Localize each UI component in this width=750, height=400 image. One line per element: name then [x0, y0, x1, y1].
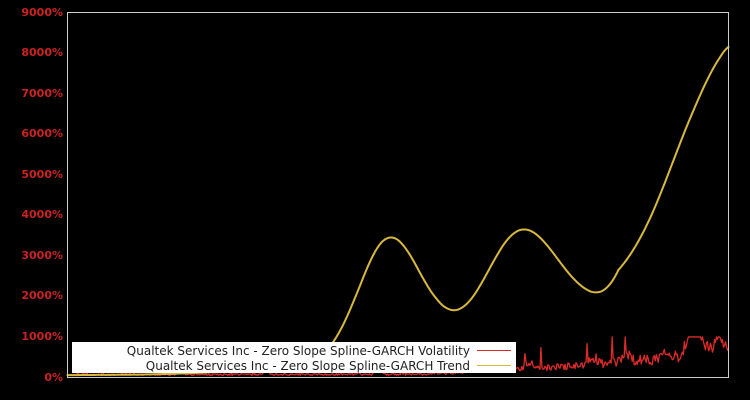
axes-frame [67, 12, 729, 378]
legend-swatch-trend [477, 365, 511, 366]
y-axis-tick-labels: 0% 1000% 2000% 3000% 4000% 5000% 6000% 7000% 800… [0, 0, 63, 400]
y-tick-label: 1000% [21, 329, 63, 343]
y-tick-label: 7000% [21, 86, 63, 100]
y-tick-label: 4000% [21, 208, 63, 222]
y-tick-label: 6000% [21, 127, 63, 141]
y-tick-label: 5000% [21, 167, 63, 181]
legend-label-volatility: Qualtek Services Inc - Zero Slope Spline… [126, 343, 470, 358]
legend-label-trend: Qualtek Services Inc - Zero Slope Spline… [145, 358, 470, 373]
y-tick-label: 3000% [21, 248, 63, 262]
chart-legend: Qualtek Services Inc - Zero Slope Spline… [72, 342, 516, 373]
legend-swatch-volatility [477, 350, 511, 351]
y-tick-label: 9000% [21, 5, 63, 19]
legend-item-volatility: Qualtek Services Inc - Zero Slope Spline… [73, 343, 515, 358]
legend-item-trend: Qualtek Services Inc - Zero Slope Spline… [73, 358, 515, 373]
y-tick-label: 2000% [21, 289, 63, 303]
y-tick-label: 8000% [21, 46, 63, 60]
y-tick-label: 0% [44, 370, 63, 384]
axes-background [67, 12, 729, 378]
